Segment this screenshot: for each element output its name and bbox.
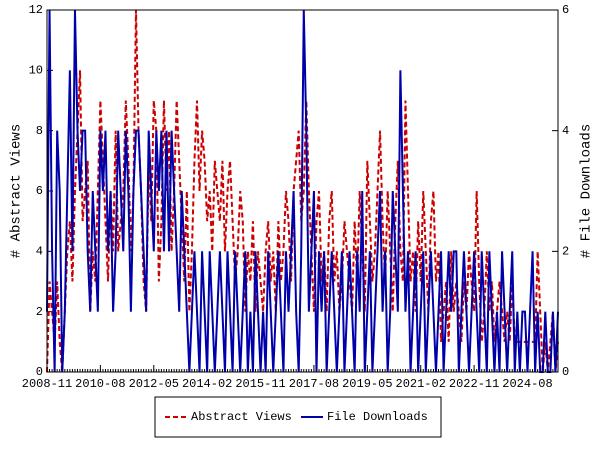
y-tick-label: 0 [36, 365, 43, 379]
y-axis-label: # Abstract Views [9, 124, 25, 258]
y2-tick-label: 0 [562, 365, 569, 379]
y2-tick-label: 6 [562, 3, 569, 17]
y-tick-label: 6 [36, 184, 43, 198]
x-tick-label: 2014-02 [182, 377, 232, 391]
x-tick-label: 2008-11 [22, 377, 72, 391]
y-tick-label: 2 [36, 305, 43, 319]
y2-axis-label: # File Downloads [579, 124, 595, 258]
x-tick-label: 2021-02 [396, 377, 446, 391]
y2-tick-label: 2 [562, 245, 569, 259]
y2-tick-label: 4 [562, 124, 569, 138]
x-tick-label: 2010-08 [75, 377, 125, 391]
legend-label: File Downloads [327, 410, 428, 424]
y-tick-label: 4 [36, 245, 43, 259]
x-tick-label: 2022-11 [449, 377, 499, 391]
x-tick-label: 2024-08 [502, 377, 552, 391]
legend-label: Abstract Views [191, 410, 292, 424]
x-tick-label: 2019-05 [342, 377, 392, 391]
plot-frame [46, 9, 559, 373]
y-tick-label: 10 [29, 64, 43, 78]
legend-box [154, 396, 442, 438]
x-tick-label: 2017-08 [289, 377, 339, 391]
x-tick-label: 2015-11 [235, 377, 285, 391]
series-line [46, 9, 559, 373]
x-tick-label: 2012-05 [129, 377, 179, 391]
y-tick-label: 12 [29, 3, 43, 17]
y-tick-label: 8 [36, 124, 43, 138]
